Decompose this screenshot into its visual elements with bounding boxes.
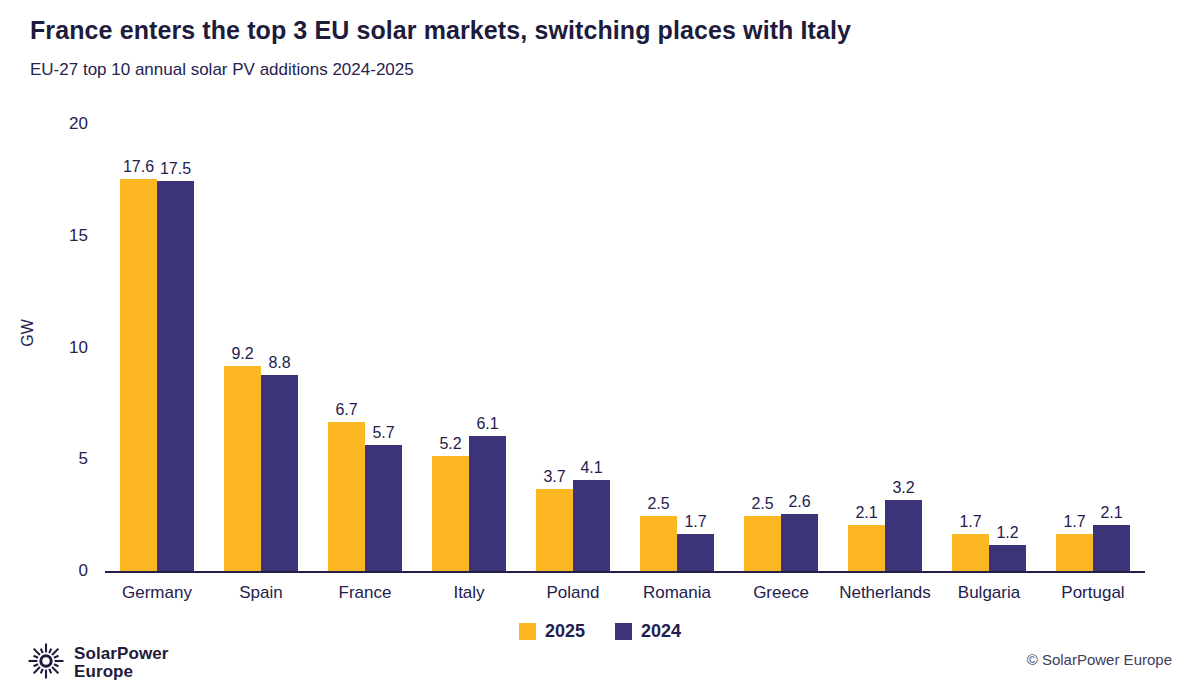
- bar-2025-bulgaria: 1.7: [952, 534, 989, 572]
- bar-2024-portugal: 2.1: [1093, 525, 1130, 572]
- bar-group-spain: 9.28.8Spain: [209, 125, 313, 572]
- chart-canvas: France enters the top 3 EU solar markets…: [0, 0, 1200, 700]
- bar-2025-italy: 5.2: [432, 456, 469, 572]
- value-label-2024-poland: 4.1: [580, 459, 602, 477]
- legend-swatch-2024: [615, 623, 632, 640]
- bar-2024-netherlands: 3.2: [885, 500, 922, 572]
- value-label-2025-germany: 17.6: [123, 158, 154, 176]
- value-label-2025-romania: 2.5: [647, 495, 669, 513]
- value-label-2024-romania: 1.7: [684, 513, 706, 531]
- bar-group-poland: 3.74.1Poland: [521, 125, 625, 572]
- y-tick-0: 0: [30, 561, 88, 581]
- bar-2024-italy: 6.1: [469, 436, 506, 572]
- bar-group-netherlands: 2.13.2Netherlands: [833, 125, 937, 572]
- value-label-2025-france: 6.7: [335, 401, 357, 419]
- bar-2024-germany: 17.5: [157, 181, 194, 572]
- value-label-2024-germany: 17.5: [160, 160, 191, 178]
- bar-group-bulgaria: 1.71.2Bulgaria: [937, 125, 1041, 572]
- bar-group-greece: 2.52.6Greece: [729, 125, 833, 572]
- bar-2025-portugal: 1.7: [1056, 534, 1093, 572]
- logo-line2: Europe: [74, 662, 133, 681]
- bar-2025-netherlands: 2.1: [848, 525, 885, 572]
- legend-item-2024: 2024: [615, 621, 681, 642]
- value-label-2024-italy: 6.1: [476, 415, 498, 433]
- bar-group-germany: 17.617.5Germany: [105, 125, 209, 572]
- y-tick-15: 15: [30, 226, 88, 246]
- y-tick-5: 5: [30, 449, 88, 469]
- bar-2025-romania: 2.5: [640, 516, 677, 572]
- bar-2024-france: 5.7: [365, 445, 402, 572]
- x-tick-portugal: Portugal: [1031, 583, 1155, 603]
- sunburst-logo-icon: [26, 641, 66, 685]
- y-tick-10: 10: [30, 338, 88, 358]
- bar-group-romania: 2.51.7Romania: [625, 125, 729, 572]
- chart-subtitle: EU-27 top 10 annual solar PV additions 2…: [30, 60, 414, 80]
- legend-swatch-2025: [519, 623, 536, 640]
- value-label-2025-bulgaria: 1.7: [959, 513, 981, 531]
- logo-line1: SolarPower: [74, 644, 169, 663]
- value-label-2024-bulgaria: 1.2: [996, 524, 1018, 542]
- value-label-2025-poland: 3.7: [543, 468, 565, 486]
- bar-2025-greece: 2.5: [744, 516, 781, 572]
- chart-title: France enters the top 3 EU solar markets…: [30, 16, 851, 45]
- value-label-2025-italy: 5.2: [439, 435, 461, 453]
- bar-2024-spain: 8.8: [261, 375, 298, 572]
- bar-2025-spain: 9.2: [224, 366, 261, 572]
- bar-2025-germany: 17.6: [120, 179, 157, 572]
- y-tick-20: 20: [30, 114, 88, 134]
- value-label-2024-france: 5.7: [372, 424, 394, 442]
- bar-2024-bulgaria: 1.2: [989, 545, 1026, 572]
- logo-text: SolarPower Europe: [74, 645, 169, 681]
- value-label-2025-netherlands: 2.1: [855, 504, 877, 522]
- value-label-2024-spain: 8.8: [268, 354, 290, 372]
- value-label-2025-spain: 9.2: [231, 345, 253, 363]
- value-label-2024-greece: 2.6: [788, 493, 810, 511]
- copyright-text: © SolarPower Europe: [1027, 651, 1172, 668]
- bar-2024-greece: 2.6: [781, 514, 818, 572]
- solarpower-europe-logo: SolarPower Europe: [26, 641, 169, 685]
- bar-group-portugal: 1.72.1Portugal: [1041, 125, 1145, 572]
- legend-label-2024: 2024: [641, 621, 681, 642]
- value-label-2025-portugal: 1.7: [1063, 513, 1085, 531]
- legend-item-2025: 2025: [519, 621, 585, 642]
- x-axis-line: [105, 571, 1145, 573]
- plot-area: 17.617.5Germany9.28.8Spain6.75.7France5.…: [105, 125, 1145, 572]
- bar-2024-poland: 4.1: [573, 480, 610, 572]
- value-label-2024-netherlands: 3.2: [892, 479, 914, 497]
- value-label-2024-portugal: 2.1: [1100, 504, 1122, 522]
- legend: 2025 2024: [0, 621, 1200, 642]
- legend-label-2025: 2025: [545, 621, 585, 642]
- bar-2024-romania: 1.7: [677, 534, 714, 572]
- value-label-2025-greece: 2.5: [751, 495, 773, 513]
- bar-2025-poland: 3.7: [536, 489, 573, 572]
- bar-2025-france: 6.7: [328, 422, 365, 572]
- bar-group-france: 6.75.7France: [313, 125, 417, 572]
- bar-group-italy: 5.26.1Italy: [417, 125, 521, 572]
